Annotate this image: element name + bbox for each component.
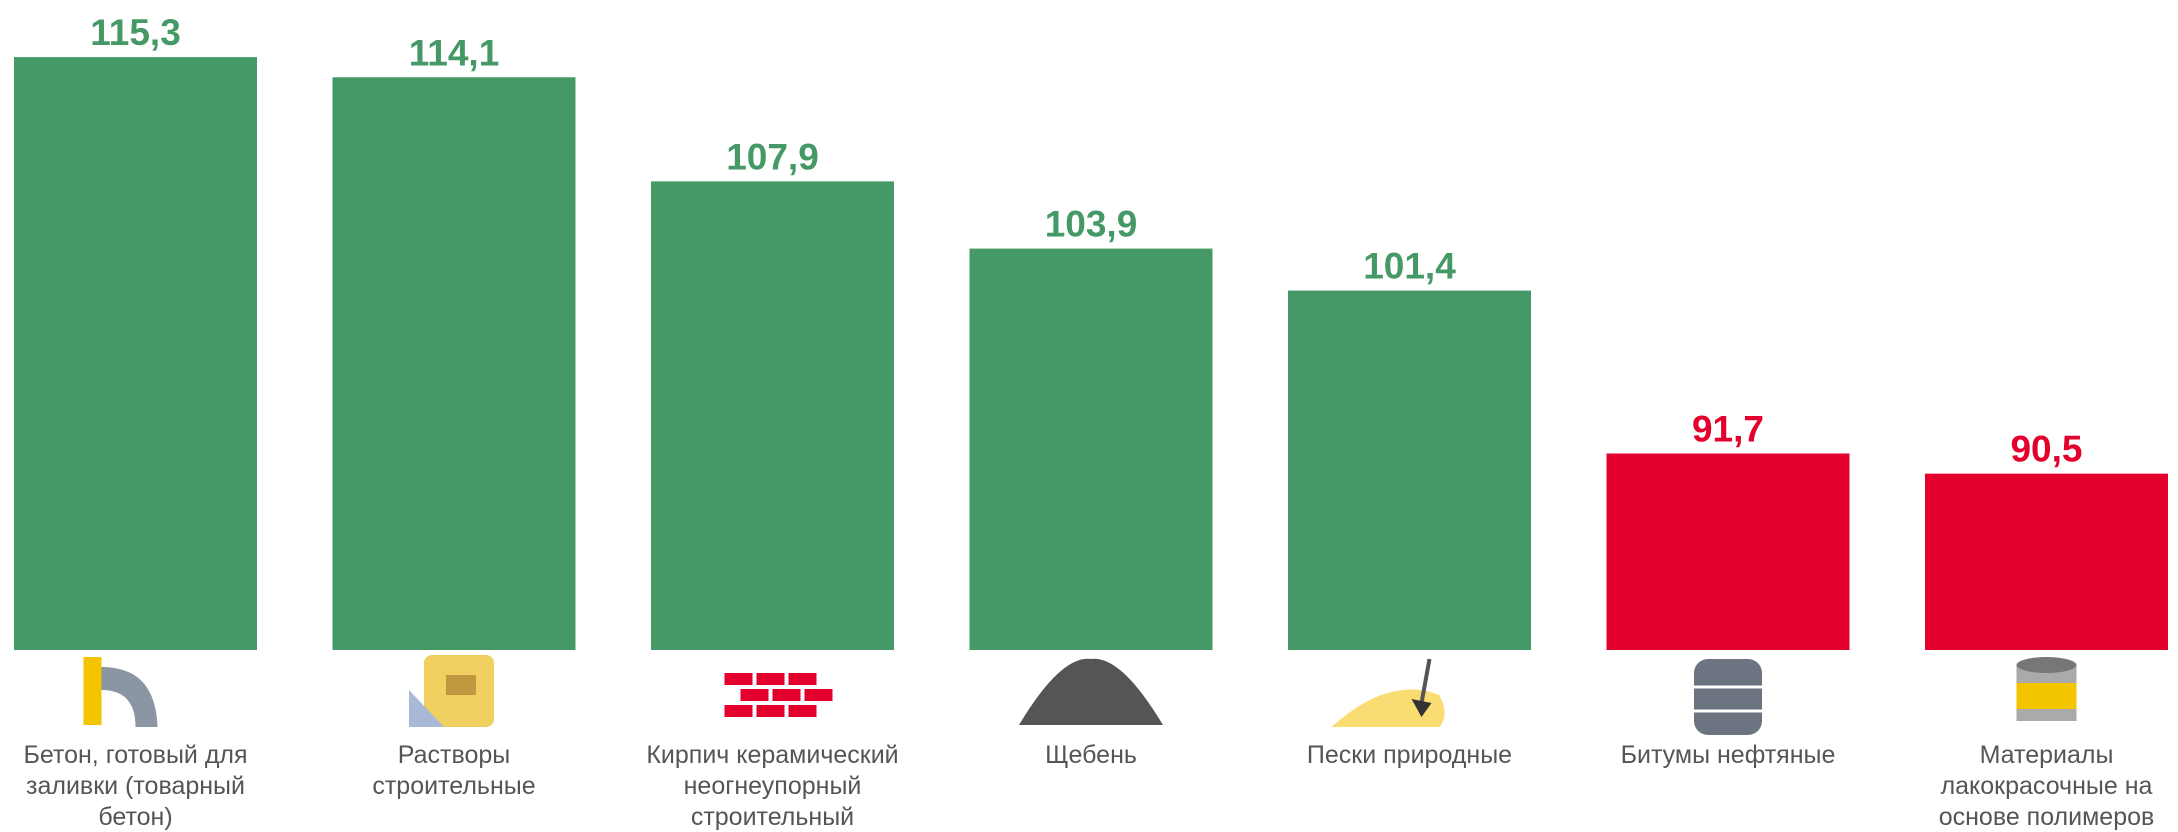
icon-shape bbox=[1019, 658, 1163, 725]
icon-shape bbox=[756, 673, 785, 685]
bar bbox=[651, 181, 894, 650]
value-label: 91,7 bbox=[1692, 408, 1764, 449]
icon-shape bbox=[2016, 657, 2077, 673]
category-icon bbox=[1331, 658, 1445, 727]
category-icon bbox=[2016, 657, 2077, 721]
value-label: 114,1 bbox=[409, 32, 500, 73]
bar bbox=[332, 77, 576, 650]
icon-shape bbox=[1419, 658, 1432, 704]
icon-shape bbox=[788, 673, 817, 685]
category-label: Материалы лакокрасочные на основе полиме… bbox=[1938, 741, 2155, 831]
bar bbox=[1925, 473, 2168, 650]
value-label: 115,3 bbox=[90, 12, 181, 53]
bar bbox=[969, 248, 1213, 651]
icon-shape bbox=[804, 689, 833, 701]
category-icon bbox=[83, 657, 158, 727]
icon-shape bbox=[724, 705, 753, 717]
bar bbox=[1606, 453, 1850, 650]
icon-shape bbox=[740, 689, 769, 701]
category-icon bbox=[409, 655, 494, 727]
category-label: Растворы строительные bbox=[372, 741, 536, 800]
icon-shape bbox=[724, 673, 753, 685]
value-label: 101,4 bbox=[1363, 246, 1456, 287]
value-label: 90,5 bbox=[2010, 429, 2082, 470]
icon-shape bbox=[756, 705, 785, 717]
bar bbox=[1288, 290, 1531, 650]
icon-shape bbox=[101, 667, 158, 727]
icon-shape bbox=[772, 689, 801, 701]
icon-shape bbox=[788, 705, 817, 717]
icon-shape bbox=[1331, 689, 1445, 727]
icon-shape bbox=[2016, 683, 2077, 709]
category-label: Щебень bbox=[1045, 741, 1137, 769]
bar bbox=[14, 57, 257, 650]
value-label: 103,9 bbox=[1045, 204, 1138, 245]
icon-shape bbox=[409, 690, 444, 727]
category-icon bbox=[1694, 659, 1762, 735]
category-label: Пески природные bbox=[1306, 741, 1513, 769]
category-label: Бетон, готовый для заливки (товарный бет… bbox=[23, 741, 248, 831]
icon-shape bbox=[446, 675, 476, 695]
category-label: Битумы нефтяные bbox=[1620, 741, 1836, 769]
icon-shape bbox=[1411, 699, 1432, 717]
value-label: 107,9 bbox=[726, 136, 819, 177]
category-icon bbox=[724, 673, 833, 717]
icon-shape bbox=[83, 657, 102, 725]
category-icon bbox=[1019, 658, 1163, 725]
category-label: Кирпич керамический неогнеупорный строит… bbox=[646, 741, 899, 831]
icon-shape bbox=[1694, 659, 1762, 735]
